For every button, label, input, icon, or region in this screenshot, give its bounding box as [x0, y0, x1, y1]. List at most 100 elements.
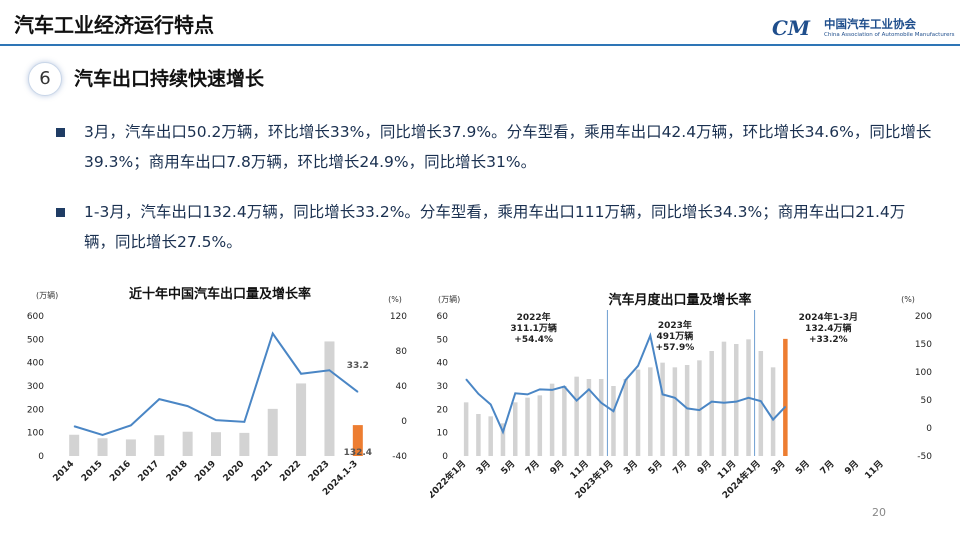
x-tick-label: 3月: [474, 458, 493, 477]
bar: [562, 386, 567, 456]
growth-point: [490, 403, 492, 405]
left-tick-label: 30: [437, 382, 449, 392]
growth-point: [563, 386, 565, 388]
x-tick-label: 5月: [499, 458, 518, 477]
growth-point: [328, 369, 330, 371]
section-title: 汽车出口持续快速增长: [74, 68, 265, 90]
x-tick-label: 9月: [548, 458, 567, 477]
year-summary-label: 2024年1-3月: [799, 311, 858, 323]
right-tick-label: 120: [390, 312, 407, 322]
bar: [598, 379, 604, 456]
x-tick-label: 11月: [568, 458, 591, 481]
right-tick-label: 100: [915, 368, 932, 378]
caam-logo: CM 中国汽车工业协会 China Association of Automob…: [772, 14, 955, 44]
right-tick-label: 80: [396, 347, 408, 357]
growth-point: [662, 393, 664, 395]
left-tick-label: 200: [27, 405, 44, 415]
year-summary-label: 2022年: [517, 311, 551, 323]
growth-point: [514, 392, 516, 394]
chart-title: 近十年中国汽车出口量及增长率: [129, 286, 311, 302]
bar: [672, 367, 678, 456]
bar: [488, 416, 493, 456]
bar: [324, 341, 335, 456]
x-tick-label: 11月: [715, 458, 738, 481]
bar: [296, 383, 307, 456]
growth-point: [772, 419, 774, 421]
x-tick-label: 3月: [769, 458, 788, 477]
bar: [574, 376, 579, 456]
growth-point: [130, 424, 132, 426]
bar: [500, 423, 506, 456]
right-tick-label: 0: [926, 424, 932, 434]
x-tick-label: 2018: [165, 459, 190, 484]
growth-point: [551, 389, 553, 391]
bar: [476, 414, 481, 456]
growth-point: [357, 391, 359, 393]
growth-point: [527, 393, 529, 395]
bar: [125, 439, 136, 456]
x-tick-label: 7月: [523, 458, 542, 477]
bar: [69, 434, 80, 456]
bar: [549, 383, 555, 456]
bullet-square-icon: [56, 208, 65, 217]
x-tick-label: 9月: [843, 458, 862, 477]
x-tick-label: 3月: [622, 458, 641, 477]
growth-point: [649, 335, 651, 337]
page-title: 汽车工业经济运行特点: [14, 13, 214, 37]
bar: [758, 351, 764, 456]
left-tick-label: 300: [27, 382, 44, 392]
right-tick-label: -50: [917, 452, 932, 462]
chart-title: 汽车月度出口量及增长率: [608, 292, 751, 308]
x-tick-label: 7月: [818, 458, 837, 477]
x-tick-label: 2016: [108, 459, 133, 484]
logo-name-cn: 中国汽车工业协会: [824, 17, 916, 31]
year-summary-label: +54.4%: [514, 335, 553, 345]
growth-point: [215, 419, 217, 421]
x-tick-label: 2022: [278, 459, 303, 484]
growth-point: [674, 397, 676, 399]
right-axis-unit: (%): [388, 295, 402, 304]
year-summary-label: 2023年: [658, 319, 692, 331]
year-summary-label: 491万辆: [656, 330, 693, 342]
bar: [211, 432, 221, 456]
growth-point: [735, 401, 737, 403]
bullet-text: 3月，汽车出口50.2万辆，环比增长33%，同比增长37.9%。分车型看，乘用车…: [84, 123, 932, 171]
right-tick-label: 40: [396, 382, 408, 392]
x-tick-label: 9月: [695, 458, 714, 477]
x-tick-label: 5月: [646, 458, 665, 477]
monthly-export-chart: 汽车月度出口量及增长率 (万辆) (%) 0 10 20 30 40 50 60 -50 0 50 100…: [430, 292, 932, 501]
header-divider: [0, 44, 960, 46]
bar: [154, 435, 165, 456]
growth-point: [502, 431, 504, 433]
left-tick-label: 400: [27, 359, 44, 369]
growth-point: [158, 398, 160, 400]
left-tick-label: 500: [27, 335, 44, 345]
left-tick-label: 600: [27, 312, 44, 322]
bar: [721, 341, 727, 456]
x-tick-label: 7月: [671, 458, 690, 477]
growth-point: [272, 333, 274, 334]
left-axis-unit: (万辆): [36, 290, 58, 300]
growth-point: [784, 406, 786, 408]
x-tick-label: 2014: [52, 459, 77, 484]
x-tick-label: 2019: [193, 459, 218, 484]
x-tick-label: 2021: [250, 459, 275, 484]
x-tick-label: 2020: [222, 459, 247, 484]
year-summary-label: +33.2%: [809, 335, 848, 345]
page-number: 20: [872, 506, 886, 519]
growth-point: [187, 405, 189, 407]
right-tick-label: 200: [915, 312, 932, 322]
logo-name-en: China Association of Automobile Manufact…: [824, 32, 955, 38]
bar: [352, 425, 363, 456]
bar: [660, 362, 665, 456]
left-tick-label: 60: [437, 312, 449, 322]
bar: [709, 351, 714, 456]
bar: [697, 360, 702, 456]
bar: [623, 379, 628, 456]
bar: [783, 338, 788, 456]
section-number: 6: [28, 62, 62, 96]
bar: [684, 365, 690, 456]
growth-point: [576, 400, 578, 402]
bullet-square-icon: [56, 128, 65, 137]
x-tick-label: 5月: [793, 458, 812, 477]
